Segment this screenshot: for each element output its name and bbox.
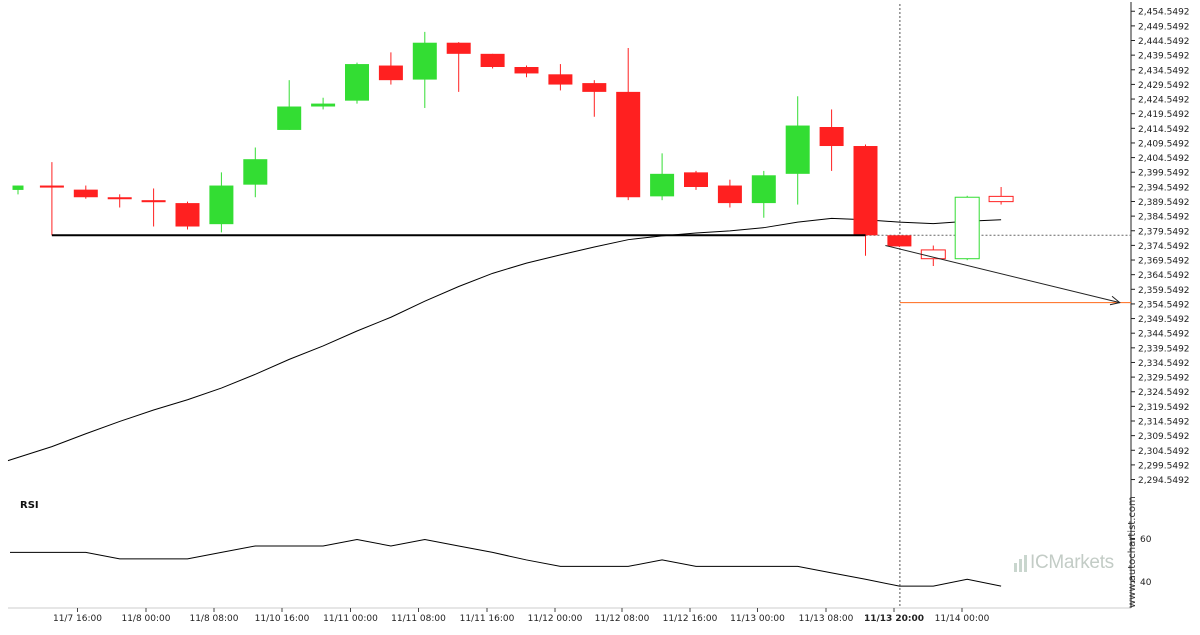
candle-body	[616, 91, 641, 198]
brand-logo-icon	[1014, 554, 1027, 572]
candle-body	[650, 173, 675, 197]
candle-body	[887, 235, 912, 247]
candle-body	[480, 53, 505, 67]
candle-body	[345, 64, 369, 101]
candle-body	[684, 172, 708, 187]
x-tick-label: 11/12 08:00	[595, 614, 650, 624]
y-tick-label: 2,439.5492	[1138, 52, 1190, 62]
candle-body	[548, 74, 573, 85]
x-tick-label: 11/13 00:00	[730, 614, 785, 624]
y-tick-label: 2,409.5492	[1138, 139, 1190, 149]
candle-body	[853, 146, 878, 236]
y-tick-label: 2,314.5492	[1138, 418, 1190, 428]
x-tick-label: 11/11 16:00	[460, 614, 515, 624]
x-tick-label: 11/12 00:00	[528, 614, 583, 624]
candle-body	[988, 195, 1014, 203]
candle-body	[582, 83, 607, 92]
y-tick-label: 2,429.5492	[1138, 81, 1190, 91]
candle-body	[277, 106, 302, 130]
y-tick-label: 2,299.5492	[1138, 461, 1190, 471]
y-tick-label: 2,454.5492	[1138, 8, 1190, 18]
candle-body	[107, 197, 132, 200]
y-tick-label: 2,419.5492	[1138, 110, 1190, 120]
y-tick-label: 2,384.5492	[1138, 213, 1190, 223]
candle-body	[209, 185, 234, 225]
candle-body	[954, 196, 980, 260]
candle-body	[39, 185, 64, 188]
rsi-title: RSI	[20, 500, 39, 511]
y-tick-label: 2,399.5492	[1138, 169, 1190, 179]
y-tick-label: 2,449.5492	[1138, 22, 1190, 32]
y-tick-label: 2,434.5492	[1138, 66, 1190, 76]
y-tick-label: 2,414.5492	[1138, 125, 1190, 135]
y-tick-label: 2,424.5492	[1138, 96, 1190, 106]
candle-body	[412, 42, 437, 80]
candle-body	[514, 67, 539, 74]
projection-line	[885, 245, 1120, 304]
y-tick-label: 2,304.5492	[1138, 447, 1190, 457]
candle-body	[243, 159, 268, 185]
y-tick-label: 2,329.5492	[1138, 374, 1190, 384]
x-tick-label: 11/10 16:00	[255, 614, 310, 624]
y-tick-label: 2,369.5492	[1138, 257, 1190, 267]
x-tick-label: 11/14 00:00	[935, 614, 990, 624]
x-tick-label-highlight: 11/13 20:00	[864, 614, 924, 624]
brand-name: ICMarkets	[1030, 552, 1114, 573]
candle-body	[73, 189, 98, 198]
candle-body	[311, 103, 336, 107]
side-credit: www.autochartist.com	[1127, 496, 1138, 608]
y-tick-label: 2,394.5492	[1138, 183, 1190, 193]
y-tick-label: 2,349.5492	[1138, 315, 1190, 325]
y-tick-label: 2,364.5492	[1138, 271, 1190, 281]
y-tick-label: 2,354.5492	[1138, 300, 1190, 310]
candle-body	[751, 175, 776, 204]
x-tick-label: 11/8 00:00	[121, 614, 170, 624]
x-tick-label: 11/11 00:00	[323, 614, 378, 624]
y-tick-label: 2,359.5492	[1138, 286, 1190, 296]
y-tick-label: 2,389.5492	[1138, 198, 1190, 208]
candle-body	[819, 127, 844, 147]
x-tick-label: 11/8 08:00	[189, 614, 238, 624]
projection-arrowhead	[1109, 295, 1121, 306]
x-tick-label: 11/13 08:00	[799, 614, 854, 624]
rsi-line	[10, 539, 1002, 587]
y-tick-label: 2,309.5492	[1138, 432, 1190, 442]
y-tick-label: 2,344.5492	[1138, 330, 1190, 340]
y-tick-label: 2,294.5492	[1138, 476, 1190, 486]
y-tick-label: 2,444.5492	[1138, 37, 1190, 47]
y-tick-label: 2,319.5492	[1138, 403, 1190, 413]
y-tick-label: 2,324.5492	[1138, 388, 1190, 398]
x-tick-label: 11/7 16:00	[53, 614, 102, 624]
candle-body	[785, 125, 810, 174]
x-tick-label: 11/12 16:00	[663, 614, 718, 624]
moving-average-line	[7, 217, 1002, 462]
brand-watermark: ICMarkets	[1014, 550, 1114, 576]
candle-body	[446, 42, 471, 54]
y-tick-label: 2,339.5492	[1138, 344, 1190, 354]
candle-body	[175, 203, 200, 227]
candle-body	[141, 200, 166, 203]
candle-body	[717, 185, 742, 204]
y-tick-label: 2,334.5492	[1138, 359, 1190, 369]
y-tick-label: 2,404.5492	[1138, 154, 1190, 164]
candle-body	[12, 185, 24, 190]
x-tick-label: 11/11 08:00	[391, 614, 446, 624]
candle-body	[378, 65, 403, 81]
y-tick-label: 2,374.5492	[1138, 242, 1190, 252]
rsi-tick-label: 60	[1140, 535, 1152, 545]
rsi-tick-label: 40	[1140, 578, 1152, 588]
y-tick-label: 2,379.5492	[1138, 227, 1190, 237]
